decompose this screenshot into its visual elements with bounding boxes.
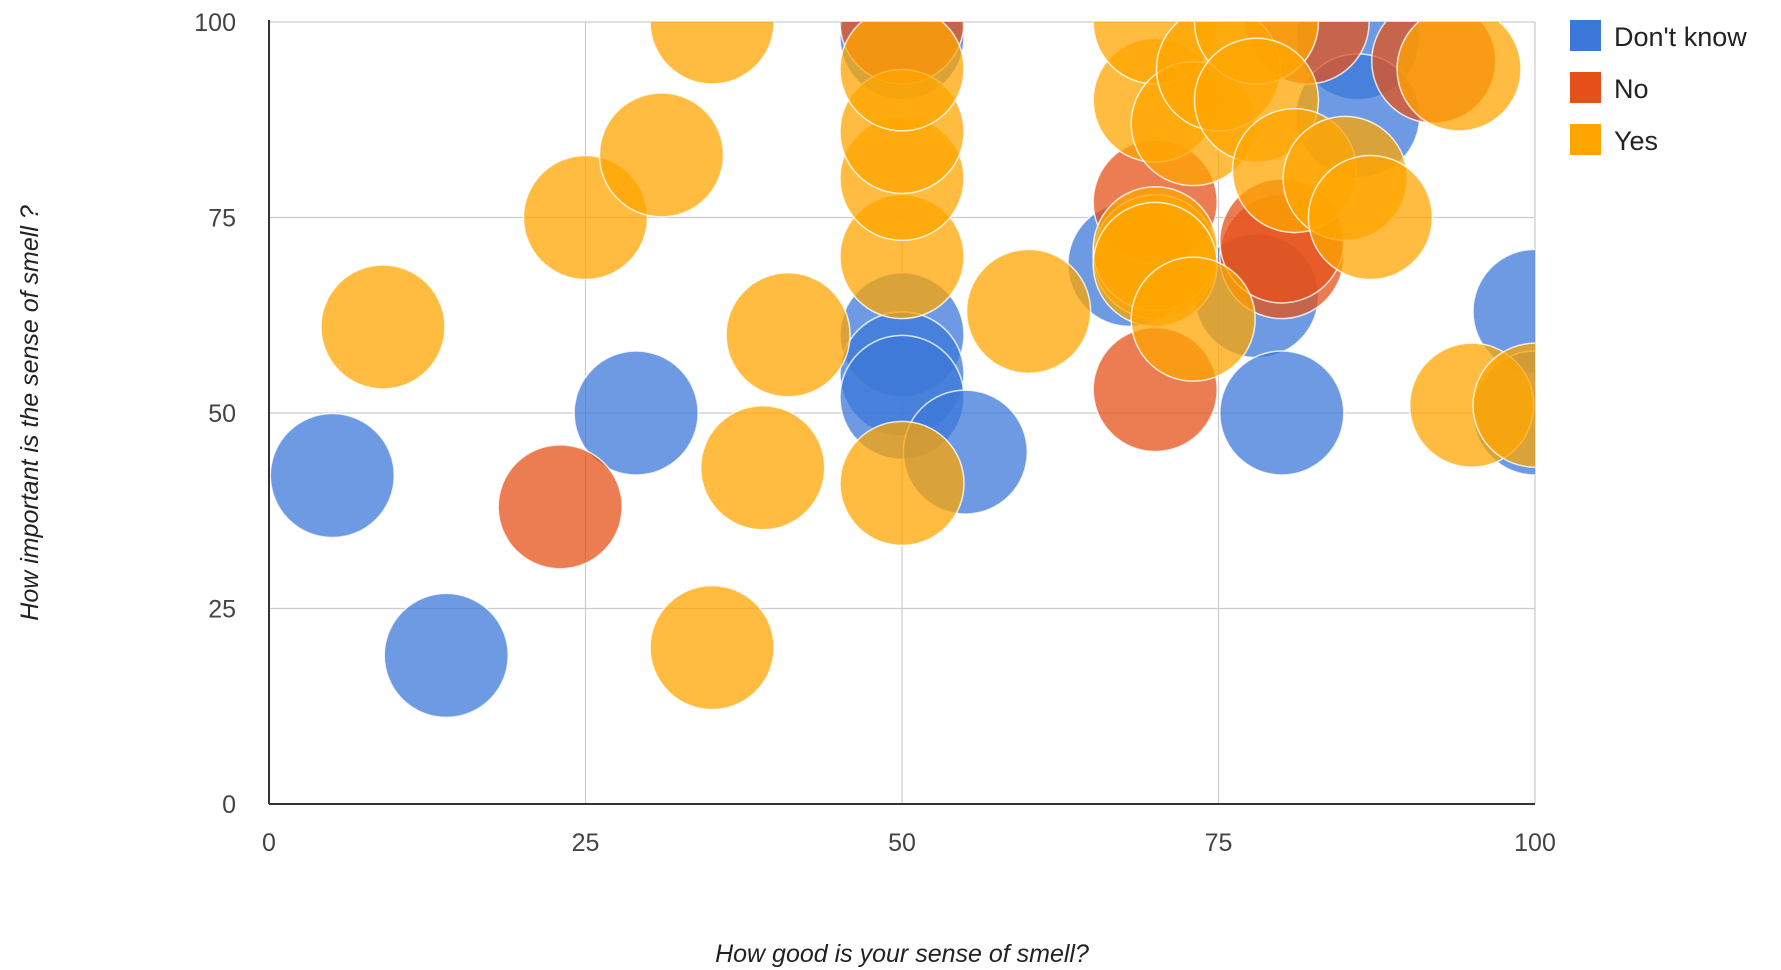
x-tick-label: 100: [1514, 829, 1556, 857]
legend-label-yes: Yes: [1614, 126, 1658, 156]
bubble-yes[interactable]: [840, 421, 964, 545]
y-tick-label: 100: [194, 9, 236, 37]
y-tick-label: 75: [208, 205, 236, 233]
legend-swatch-don-t-know: [1570, 20, 1601, 51]
bubble-no[interactable]: [498, 445, 622, 569]
legend-label-don-t-know: Don't know: [1614, 22, 1747, 52]
bubble-yes[interactable]: [321, 265, 445, 389]
bubble-yes[interactable]: [650, 586, 774, 710]
y-tick-label: 50: [208, 400, 236, 428]
x-axis-title: How good is your sense of smell?: [715, 940, 1089, 968]
x-tick-label: 75: [1205, 829, 1233, 857]
bubble-yes[interactable]: [1473, 343, 1597, 467]
bubble-yes[interactable]: [726, 273, 850, 397]
x-tick-label: 25: [572, 829, 600, 857]
x-tick-label: 50: [888, 829, 916, 857]
bubble-yes[interactable]: [599, 93, 723, 217]
bubble-yes[interactable]: [1131, 257, 1255, 381]
legend-swatch-no: [1570, 72, 1601, 103]
bubble-don-t-know[interactable]: [384, 593, 508, 717]
legend-swatch-yes: [1570, 124, 1601, 155]
bubble-don-t-know[interactable]: [1220, 351, 1344, 475]
bubble-layer: [270, 0, 1597, 717]
legend: Don't know No Yes: [1570, 20, 1747, 156]
bubble-yes[interactable]: [967, 249, 1091, 373]
bubble-yes[interactable]: [701, 406, 825, 530]
y-tick-label: 0: [222, 791, 236, 819]
y-tick-label: 25: [208, 596, 236, 624]
bubble-yes[interactable]: [1308, 156, 1432, 280]
x-tick-label: 0: [262, 829, 276, 857]
bubble-yes[interactable]: [650, 0, 774, 84]
bubble-yes[interactable]: [1397, 7, 1521, 131]
bubble-don-t-know[interactable]: [270, 414, 394, 538]
legend-label-no: No: [1614, 74, 1649, 104]
y-axis-title: How important is the sense of smell ?: [16, 205, 44, 621]
bubble-yes[interactable]: [840, 7, 964, 131]
